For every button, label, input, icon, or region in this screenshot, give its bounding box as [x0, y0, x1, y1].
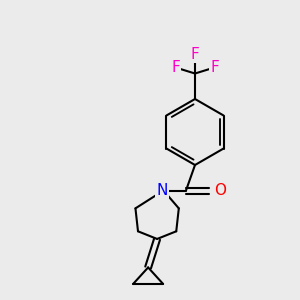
Text: N: N	[156, 183, 168, 198]
Text: F: F	[190, 46, 200, 62]
Text: O: O	[214, 183, 226, 198]
Text: F: F	[210, 60, 219, 75]
Text: F: F	[171, 60, 180, 75]
